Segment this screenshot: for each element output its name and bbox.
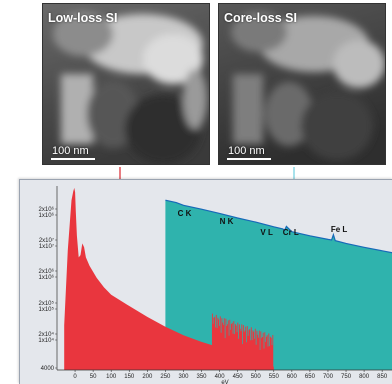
core-loss-scale-text: 100 nm	[228, 145, 265, 157]
core-loss-series-line	[165, 199, 392, 254]
core-loss-si-image: Core-loss SI 100 nm	[218, 3, 386, 165]
y-tick-label-10: 4000	[41, 366, 55, 372]
x-tick-label-6: 300	[178, 374, 189, 380]
core-loss-si-label: Core-loss SI	[224, 11, 297, 25]
edge-label-1: N K	[220, 217, 234, 226]
y-tick-label-0: 2x10⁶	[39, 206, 55, 213]
edge-label-0: C K	[178, 209, 192, 218]
edge-label-2: V L	[260, 228, 273, 237]
y-tick-label-5: 1x10⁶	[39, 274, 55, 281]
x-tick-label-8: 400	[215, 374, 226, 380]
x-tick-label-13: 650	[305, 374, 316, 380]
eels-spectrum-chart: 0 50 100 150 200 250 300 350 400 450 500 550 600 650 7…	[19, 179, 392, 384]
low-loss-si-image: Low-loss SI 100 nm	[42, 3, 210, 165]
low-loss-si-micrograph	[43, 4, 209, 164]
low-loss-scale-bar	[51, 158, 95, 160]
y-tick-label-6: 2x10⁵	[39, 300, 55, 307]
low-loss-scale-text: 100 nm	[52, 145, 89, 157]
x-tick-label-4: 200	[142, 374, 153, 380]
x-tick-label-1: 50	[90, 374, 97, 380]
low-loss-si-label: Low-loss SI	[48, 11, 118, 25]
x-tick-label-12: 600	[287, 374, 298, 380]
low-loss-series-area	[64, 187, 274, 370]
y-tick-label-4: 2x10⁶	[39, 268, 55, 275]
x-tick-label-7: 350	[197, 374, 208, 380]
edge-label-4: Fe L	[331, 225, 348, 234]
y-tick-label-1: 1x10⁶	[39, 212, 55, 219]
y-tick-label-9: 1x10⁴	[38, 337, 54, 344]
x-tick-label-0: 0	[73, 374, 77, 380]
y-tick-label-2: 2x10⁷	[39, 237, 54, 244]
y-tick-label-3: 1x10⁷	[39, 243, 54, 250]
core-loss-si-micrograph	[219, 4, 385, 164]
x-tick-label-9: 450	[233, 374, 244, 380]
x-axis-label: eV	[221, 380, 228, 384]
y-tick-label-8: 2x10⁴	[38, 331, 54, 338]
x-tick-label-3: 150	[124, 374, 135, 380]
edge-label-3: Cr L	[283, 228, 299, 237]
core-loss-scale-bar	[227, 158, 271, 160]
y-tick-label-7: 1x10⁵	[39, 306, 55, 313]
x-tick-label-10: 500	[251, 374, 262, 380]
spectrum-plot: 0 50 100 150 200 250 300 350 400 450 500 550 600 650 7…	[38, 186, 392, 384]
low-loss-noise-marks	[211, 313, 274, 370]
x-tick-label-11: 550	[269, 374, 280, 380]
x-tick-label-5: 250	[160, 374, 171, 380]
x-tick-label-15: 750	[341, 374, 352, 380]
x-tick-label-17: 850	[377, 374, 388, 380]
x-tick-label-16: 800	[359, 374, 370, 380]
x-tick-label-14: 700	[323, 374, 334, 380]
x-tick-label-2: 100	[106, 374, 117, 380]
